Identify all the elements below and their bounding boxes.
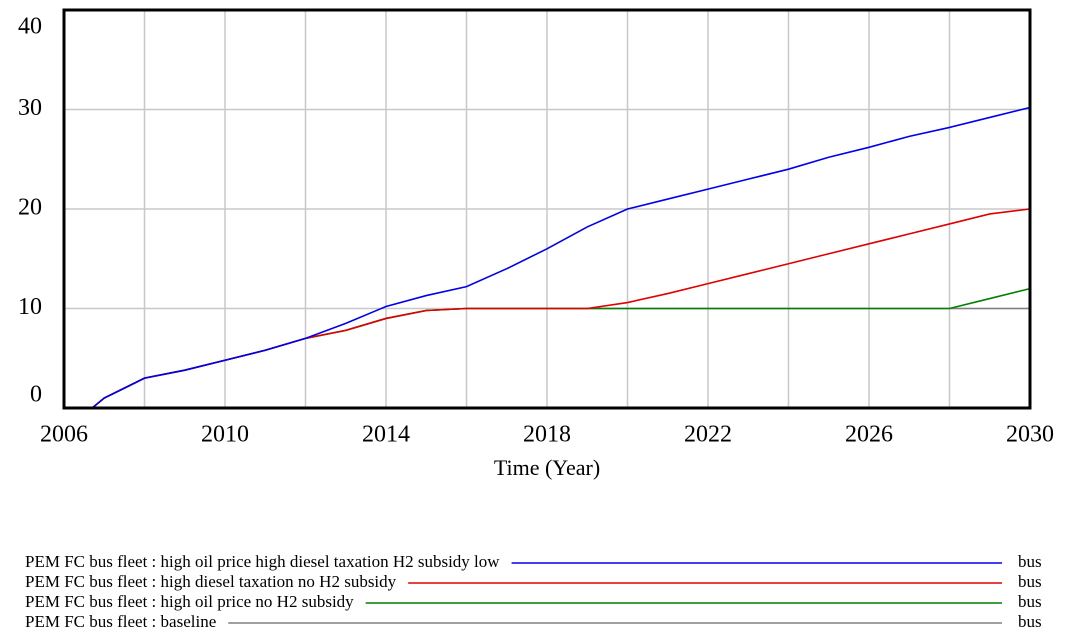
x-tick-label: 2010 — [201, 422, 249, 448]
legend-unit: bus — [1018, 592, 1042, 611]
x-tick-label: 2022 — [684, 422, 732, 448]
legend-unit: bus — [1018, 572, 1042, 591]
x-tick-label: 2026 — [845, 422, 893, 448]
y-tick-label: 40 — [18, 14, 42, 40]
legend-unit: bus — [1018, 612, 1042, 631]
x-tick-label: 2014 — [362, 422, 410, 448]
legend-label: PEM FC bus fleet : high oil price no H2 … — [25, 592, 354, 611]
y-tick-label: 10 — [18, 294, 42, 320]
x-axis-label: Time (Year) — [494, 455, 600, 480]
legend-label: PEM FC bus fleet : baseline — [25, 612, 216, 631]
x-tick-label: 2030 — [1006, 422, 1054, 448]
legend-unit: bus — [1018, 552, 1042, 571]
series-line — [64, 106, 1031, 409]
plot-frame — [62, 8, 1032, 410]
y-tick-label: 0 — [30, 382, 42, 408]
y-tick-label: 20 — [18, 195, 42, 221]
legend-label: PEM FC bus fleet : high diesel taxation … — [25, 572, 397, 591]
y-tick-label: 30 — [18, 95, 42, 121]
legend-label: PEM FC bus fleet : high oil price high d… — [25, 552, 500, 571]
x-tick-label: 2018 — [523, 422, 571, 448]
x-tick-label: 2006 — [40, 422, 88, 448]
